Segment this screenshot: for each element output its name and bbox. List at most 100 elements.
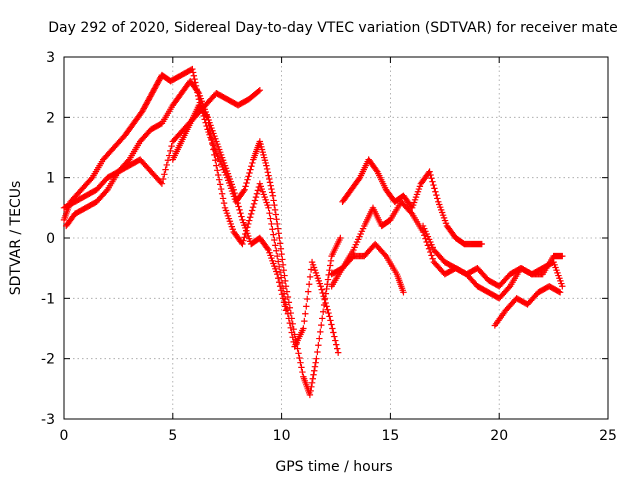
data-point xyxy=(189,69,197,76)
data-point xyxy=(240,237,247,244)
data-point xyxy=(289,334,296,341)
data-point xyxy=(273,247,280,254)
data-point xyxy=(264,245,271,252)
y-tick-label: 3 xyxy=(46,50,55,66)
series-trace-h xyxy=(419,222,566,290)
data-point xyxy=(237,209,244,217)
data-point xyxy=(267,182,274,189)
data-point xyxy=(282,307,290,314)
data-point xyxy=(273,216,280,223)
data-point xyxy=(212,157,219,164)
data-point xyxy=(163,161,170,169)
data-point xyxy=(296,354,303,362)
data-point xyxy=(556,289,564,296)
data-point xyxy=(252,193,260,201)
x-tick-label: 15 xyxy=(381,428,399,444)
series-trace-d xyxy=(169,102,290,314)
data-point xyxy=(303,303,310,310)
data-point xyxy=(277,287,285,294)
data-point xyxy=(478,240,485,248)
data-point xyxy=(274,225,282,232)
data-point xyxy=(428,252,435,259)
data-point xyxy=(329,325,336,332)
data-point xyxy=(275,263,283,271)
data-point xyxy=(275,258,282,265)
data-point xyxy=(279,256,286,263)
data-point xyxy=(308,383,315,391)
data-point xyxy=(250,200,258,208)
data-point xyxy=(309,375,316,382)
data-point xyxy=(337,234,344,242)
data-point xyxy=(168,142,175,150)
x-axis-label: GPS time / hours xyxy=(275,459,392,475)
grid-lines xyxy=(64,57,608,419)
data-point xyxy=(268,220,275,228)
data-point xyxy=(287,309,294,317)
data-point xyxy=(216,181,224,188)
data-point xyxy=(300,325,307,332)
data-point xyxy=(427,248,434,256)
data-point xyxy=(247,166,254,173)
data-point xyxy=(238,213,245,220)
data-point xyxy=(306,273,314,281)
data-point xyxy=(299,368,306,376)
data-point xyxy=(428,175,435,182)
data-point xyxy=(323,285,330,293)
chart-title: Day 292 of 2020, Sidereal Day-to-day VTE… xyxy=(48,20,618,36)
data-point xyxy=(319,308,327,315)
data-point xyxy=(266,209,273,217)
data-point xyxy=(253,190,261,197)
axis-ticks: 0 5 10 15 20 25 -3 -2 -1 0 1 2 3 xyxy=(41,50,617,444)
data-point xyxy=(313,355,320,362)
data-point xyxy=(246,169,253,177)
data-point xyxy=(288,329,295,336)
data-point xyxy=(271,236,278,244)
data-point xyxy=(265,172,272,179)
series-trace-a xyxy=(60,65,344,399)
data-point xyxy=(279,295,287,302)
data-point xyxy=(255,87,262,95)
x-tick-label: 20 xyxy=(490,428,508,444)
data-point xyxy=(277,245,285,252)
data-point xyxy=(269,226,276,233)
data-point xyxy=(289,320,296,328)
data-point xyxy=(425,245,433,252)
data-point xyxy=(311,363,319,370)
data-point xyxy=(304,288,312,295)
data-point xyxy=(265,204,272,212)
data-point xyxy=(559,252,566,260)
data-point xyxy=(234,199,241,207)
data-point xyxy=(248,163,255,170)
data-point xyxy=(274,220,281,228)
data-point xyxy=(275,275,282,282)
series-trace-b xyxy=(62,77,342,356)
data-point xyxy=(324,276,332,283)
data-point xyxy=(248,207,256,214)
data-point xyxy=(315,342,322,349)
data-point xyxy=(373,167,380,174)
y-tick-label: 1 xyxy=(46,171,55,187)
data-point xyxy=(321,296,328,303)
data-point xyxy=(233,196,240,203)
data-point xyxy=(297,359,304,366)
data-point xyxy=(264,169,272,176)
data-point xyxy=(324,306,331,313)
data-point xyxy=(190,72,198,79)
data-point xyxy=(87,175,95,183)
data-point xyxy=(317,283,324,290)
data-point xyxy=(327,317,334,324)
data-point xyxy=(290,325,297,333)
data-point xyxy=(231,189,238,197)
data-point xyxy=(328,321,335,328)
data-point xyxy=(268,185,275,193)
data-point xyxy=(245,220,252,228)
data-point xyxy=(276,283,284,290)
data-point xyxy=(285,315,293,322)
data-point xyxy=(424,242,432,249)
data-point xyxy=(276,240,284,247)
data-point xyxy=(287,324,294,332)
data-point xyxy=(318,321,325,329)
data-point xyxy=(211,151,218,159)
data-marks xyxy=(60,65,566,399)
